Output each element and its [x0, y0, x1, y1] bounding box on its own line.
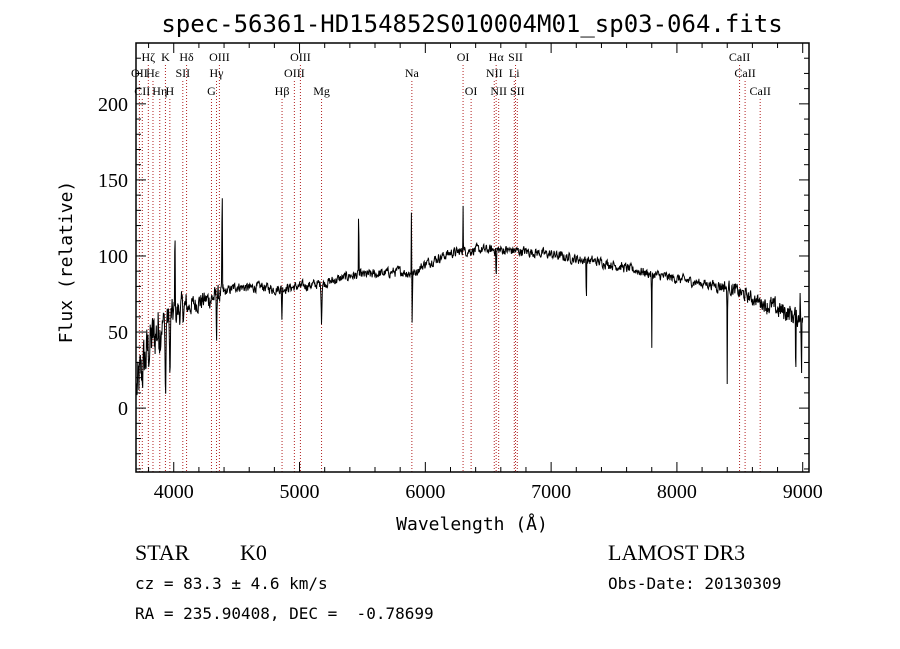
object-subclass: K0 [240, 540, 267, 565]
y-tick-label: 50 [108, 322, 128, 344]
line-marker-label: CaII [750, 84, 771, 98]
x-tick-label: 4000 [154, 481, 194, 503]
spectrum-line [136, 198, 804, 396]
line-marker-label: SII [508, 50, 523, 64]
redshift-cz: cz = 83.3 ± 4.6 km/s [135, 574, 328, 593]
line-marker-label: OIII [284, 66, 305, 80]
line-marker-label: Hη [152, 84, 167, 98]
line-marker-label: CII [134, 84, 150, 98]
x-axis-label: Wavelength (Å) [396, 513, 548, 535]
line-marker-label: OI [465, 84, 478, 98]
line-marker-label: CaII [734, 66, 755, 80]
y-tick-label: 100 [98, 246, 128, 268]
line-marker-label: Li [509, 66, 520, 80]
line-marker-label: NII [490, 84, 507, 98]
line-marker-label: Hδ [179, 50, 194, 64]
line-marker-label: SII [175, 66, 190, 80]
observation-date: Obs-Date: 20130309 [608, 574, 782, 593]
line-marker-label: OIII [290, 50, 311, 64]
x-axis-ticks: 4000 5000 6000 7000 8000 9000 [148, 43, 823, 503]
line-marker-label: Hε [146, 66, 160, 80]
y-tick-label: 150 [98, 170, 128, 192]
line-marker-label: NII [486, 66, 503, 80]
x-tick-label: 5000 [280, 481, 320, 503]
line-marker-label: Hα [489, 50, 505, 64]
x-tick-label: 9000 [783, 481, 823, 503]
line-marker-label: H [166, 84, 175, 98]
y-tick-label: 0 [118, 398, 128, 420]
line-marker-label: CaII [729, 50, 750, 64]
ra-dec: RA = 235.90408, DEC = -0.78699 [135, 604, 434, 623]
line-marker-label: Hζ [142, 50, 156, 64]
line-marker-labels: OIICIIHζHεHηKHSIIHδGHγOIIIHβOIIIOIIIMgNa… [131, 50, 771, 98]
object-class: STAR [135, 540, 190, 565]
x-tick-label: 8000 [657, 481, 697, 503]
line-marker-label: Hβ [275, 84, 290, 98]
y-axis-label: Flux (relative) [56, 181, 77, 344]
line-marker-label: SII [510, 84, 525, 98]
line-marker-label: OIII [209, 50, 230, 64]
line-marker-label: K [161, 50, 170, 64]
line-marker-label: OI [457, 50, 470, 64]
x-tick-label: 6000 [405, 481, 445, 503]
chart-title: spec-56361-HD154852S010004M01_sp03-064.f… [161, 10, 782, 38]
y-axis-ticks: 0 50 100 150 200 [98, 57, 809, 470]
line-marker-label: G [207, 84, 216, 98]
line-marker-label: Na [405, 66, 420, 80]
line-marker-label: Hγ [210, 66, 225, 80]
line-markers [138, 65, 761, 472]
survey-name: LAMOST DR3 [608, 540, 746, 565]
plot-frame [135, 42, 810, 473]
y-tick-label: 200 [98, 94, 128, 116]
x-tick-label: 7000 [531, 481, 571, 503]
line-marker-label: Mg [313, 84, 330, 98]
